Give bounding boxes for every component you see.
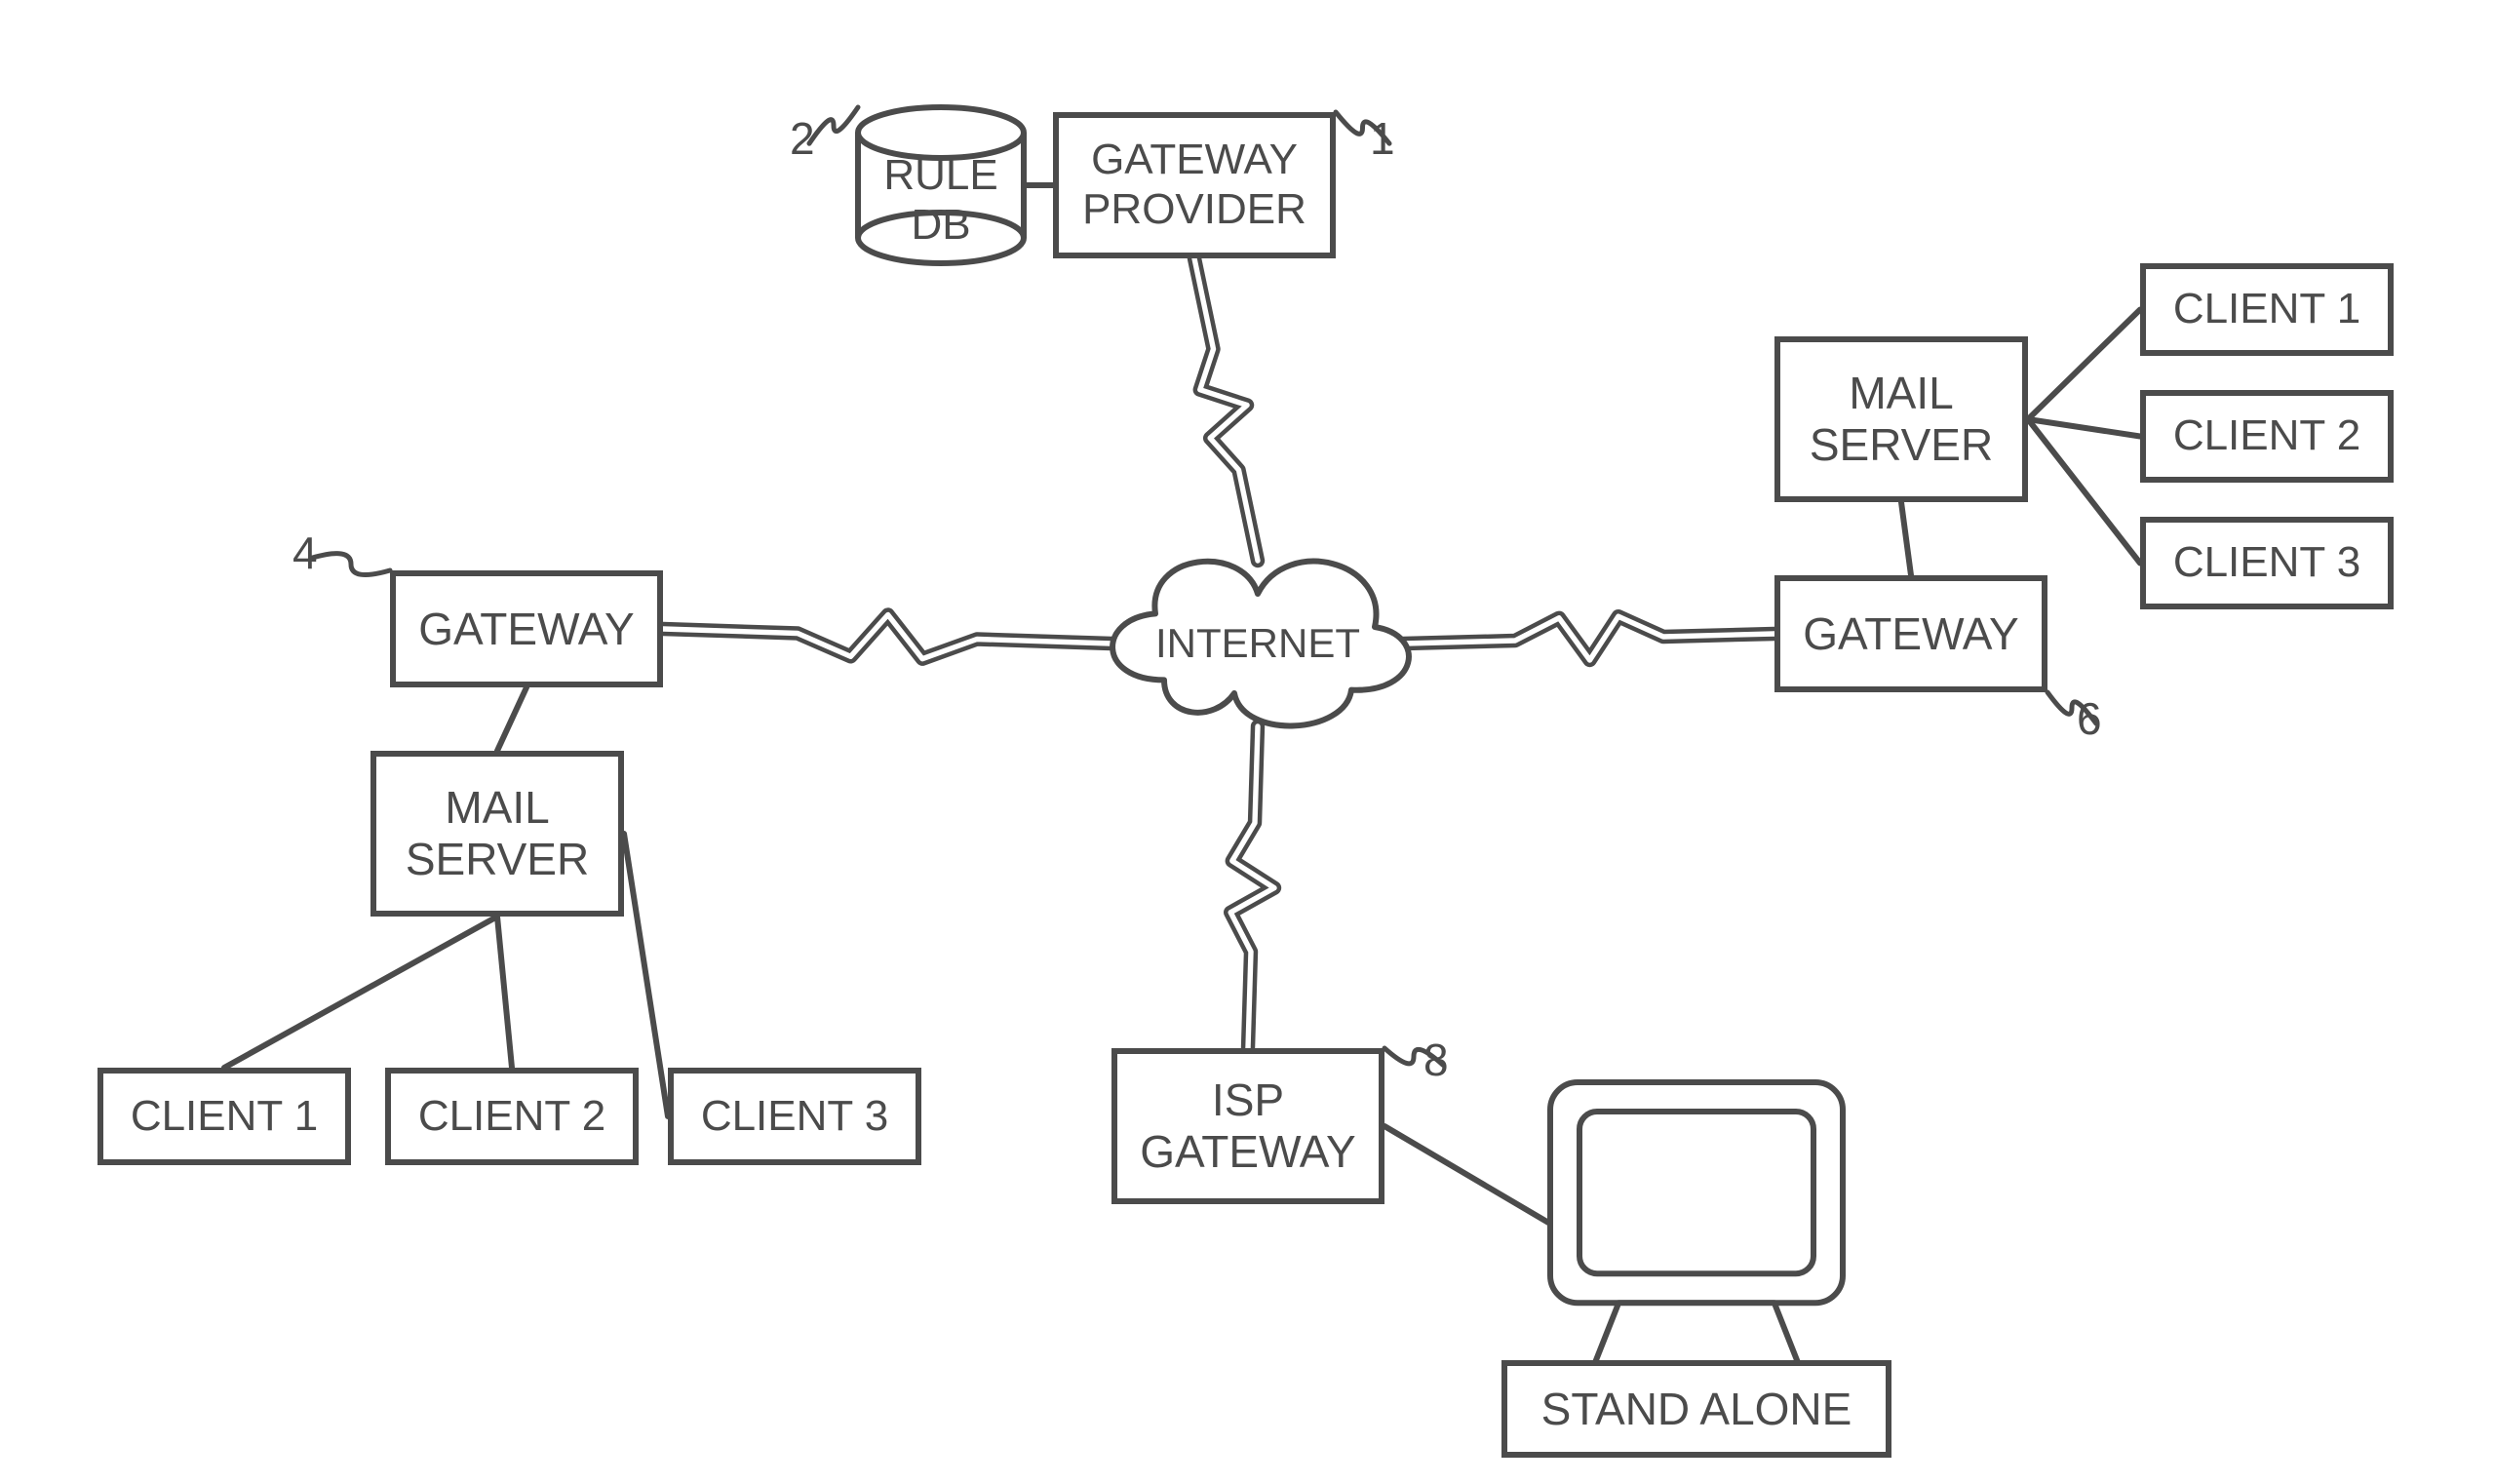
callout-rule_db: 2 xyxy=(790,112,815,165)
node-label: STAND ALONE xyxy=(1541,1384,1852,1435)
node-label: CLIENT 2 xyxy=(2173,411,2360,461)
diagram-stage: RULE DB GATEWAY PROVIDER INTERNET GATEWAY MA… xyxy=(0,0,2495,1484)
node-monitor xyxy=(1550,1082,1843,1365)
node-label: CLIENT 1 xyxy=(131,1092,318,1142)
node-label: INTERNET xyxy=(1155,620,1360,667)
callout-text: 6 xyxy=(2077,693,2102,744)
node-client1_left: CLIENT 1 xyxy=(97,1068,351,1165)
node-label: GATEWAY PROVIDER xyxy=(1082,136,1306,234)
node-internet-label-box: INTERNET xyxy=(1111,561,1404,726)
node-gateway_right: GATEWAY xyxy=(1774,575,2047,692)
node-label: CLIENT 1 xyxy=(2173,285,2360,334)
node-mail_server_right: MAIL SERVER xyxy=(1774,336,2028,502)
node-label: GATEWAY xyxy=(418,604,635,655)
node-label: CLIENT 3 xyxy=(2173,538,2360,588)
node-label: CLIENT 3 xyxy=(701,1092,888,1142)
node-client3_right: CLIENT 3 xyxy=(2140,517,2394,609)
node-label: CLIENT 2 xyxy=(418,1092,605,1142)
node-client1_right: CLIENT 1 xyxy=(2140,263,2394,356)
callout-gateway_provider: 1 xyxy=(1370,112,1395,165)
node-rule_db-label-box: RULE DB xyxy=(858,137,1024,263)
node-client3_left: CLIENT 3 xyxy=(668,1068,921,1165)
node-gateway_left: GATEWAY xyxy=(390,570,663,687)
callout-isp_gateway: 8 xyxy=(1423,1034,1449,1086)
node-standalone_label: STAND ALONE xyxy=(1501,1360,1891,1458)
node-client2_left: CLIENT 2 xyxy=(385,1068,639,1165)
node-label: RULE DB xyxy=(883,151,997,250)
callout-text: 2 xyxy=(790,113,815,164)
node-label: MAIL SERVER xyxy=(1810,368,1993,471)
callout-gateway_left: 4 xyxy=(292,527,318,579)
node-label: ISP GATEWAY xyxy=(1140,1074,1356,1178)
node-label: GATEWAY xyxy=(1803,608,2019,660)
node-gateway_provider: GATEWAY PROVIDER xyxy=(1053,112,1336,258)
node-label: MAIL SERVER xyxy=(406,782,589,885)
node-isp_gateway: ISP GATEWAY xyxy=(1111,1048,1384,1204)
callout-text: 8 xyxy=(1423,1035,1449,1085)
callout-gateway_right: 6 xyxy=(2077,692,2102,745)
callout-text: 1 xyxy=(1370,113,1395,164)
callout-text: 4 xyxy=(292,527,318,578)
node-client2_right: CLIENT 2 xyxy=(2140,390,2394,483)
node-mail_server_left: MAIL SERVER xyxy=(370,751,624,917)
